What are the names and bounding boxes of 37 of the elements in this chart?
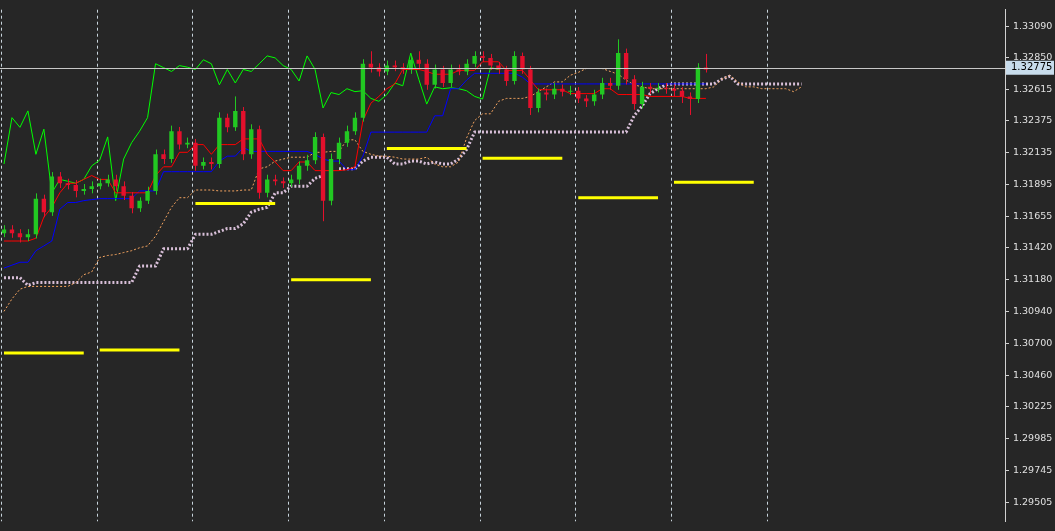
- candlestick: [448, 64, 453, 88]
- y-tick-label: 1.29745: [1013, 463, 1053, 475]
- y-tick-label: 1.32850: [1013, 51, 1053, 63]
- candlestick: [121, 180, 126, 201]
- candlestick: [504, 65, 509, 87]
- ref-line-label: 1.32775: [1011, 61, 1053, 73]
- y-tick-label: 1.31180: [1013, 273, 1053, 285]
- candlestick: [105, 174, 110, 188]
- candlestick: [145, 186, 150, 205]
- y-tick-label: 1.31895: [1013, 178, 1053, 190]
- y-tick-label: 1.32615: [1013, 82, 1053, 94]
- y-tick-label: 1.32135: [1013, 146, 1053, 158]
- y-tick-label: 1.30940: [1013, 304, 1053, 316]
- y-tick-label: 1.30700: [1013, 336, 1053, 348]
- candlestick: [217, 111, 222, 169]
- y-tick-label: 1.30460: [1013, 368, 1053, 380]
- candlestick: [153, 149, 158, 196]
- candlestick: [113, 174, 118, 192]
- y-tick-label: 1.33090: [1013, 19, 1053, 31]
- candlestick: [440, 65, 445, 88]
- y-tick-label: 1.31420: [1013, 241, 1053, 253]
- candlestick: [472, 50, 477, 68]
- y-tick-label: 1.32375: [1013, 114, 1053, 126]
- y-tick-label: 1.29505: [1013, 495, 1053, 507]
- candlestick: [528, 65, 533, 116]
- y-tick-label: 1.30225: [1013, 399, 1053, 411]
- candlestick: [552, 82, 557, 100]
- candlestick: [185, 137, 190, 149]
- candlestick: [161, 149, 166, 165]
- candlestick: [201, 156, 206, 170]
- y-tick-label: 1.31655: [1013, 210, 1053, 222]
- y-tick-label: 1.29985: [1013, 431, 1053, 443]
- candlestick: [169, 125, 174, 164]
- candlestick: [177, 126, 182, 151]
- candlestick: [488, 53, 493, 71]
- candlestick: [193, 138, 198, 172]
- candlestick: [560, 83, 565, 97]
